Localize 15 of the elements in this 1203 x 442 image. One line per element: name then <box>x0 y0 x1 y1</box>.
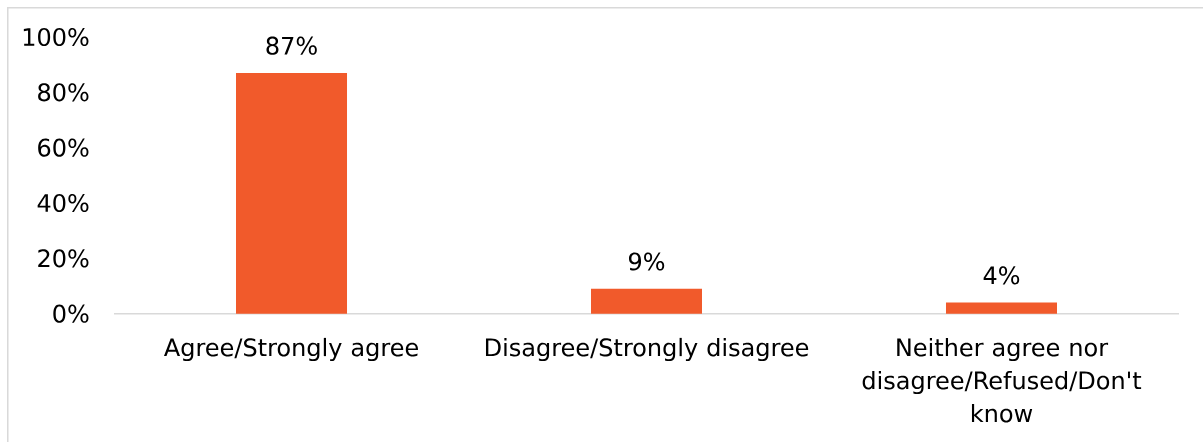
y-tick-label: 20% <box>38 249 89 268</box>
y-tick-label: 0% <box>53 304 89 323</box>
x-tick-label: Neither agree nor disagree/Refused/Don't know <box>862 337 1142 423</box>
bar <box>945 302 1057 314</box>
data-label: 4% <box>983 266 1020 285</box>
y-tick-label: 60% <box>38 138 89 157</box>
bar <box>236 72 348 314</box>
x-tick-label: Agree/Strongly agree <box>163 337 418 362</box>
bar <box>590 288 702 314</box>
y-tick-label: 80% <box>38 83 89 102</box>
data-label: 87% <box>266 36 317 55</box>
y-tick-label: 40% <box>37 193 89 213</box>
y-tick-label: 100% <box>23 27 89 47</box>
data-label: 9% <box>628 252 665 271</box>
x-tick-label: Disagree/Strongly disagree <box>485 337 809 362</box>
